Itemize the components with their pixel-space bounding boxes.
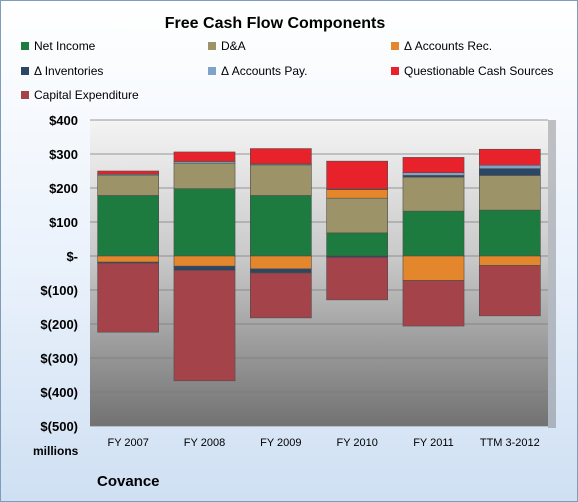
x-tick-label: FY 2008	[184, 437, 225, 449]
plot-area-shadow	[548, 120, 556, 428]
y-tick-label: $(400)	[40, 385, 78, 400]
legend-label: Δ Accounts Pay.	[221, 64, 308, 78]
bar-segment	[97, 195, 159, 257]
legend-item-accounts-rec: Δ Accounts Rec.	[391, 39, 492, 53]
bar-segment	[173, 162, 236, 189]
legend-swatch	[21, 42, 29, 50]
y-tick-label: $-	[66, 249, 78, 264]
bar-segment	[173, 255, 236, 267]
legend-label: D&A	[221, 39, 246, 53]
bar-segment	[250, 195, 312, 257]
bar-segment	[250, 255, 312, 270]
plot-area	[90, 120, 548, 426]
legend-label: Net Income	[34, 39, 96, 53]
x-tick-label: TTM 3-2012	[480, 437, 540, 449]
x-tick-label: FY 2009	[260, 437, 301, 449]
bar-segment	[402, 280, 465, 327]
bar-segment	[478, 164, 541, 169]
bar-segment	[402, 157, 465, 173]
bar-segment	[250, 148, 312, 165]
legend-label: Δ Inventories	[34, 64, 104, 78]
bar-segment	[250, 268, 312, 274]
chart-title: Free Cash Flow Components	[164, 15, 386, 32]
x-tick-label: FY 2010	[336, 437, 377, 449]
y-tick-label: $(500)	[40, 419, 78, 434]
bar-segment	[478, 175, 541, 211]
bar-segment	[173, 188, 236, 257]
bar-segment	[326, 257, 388, 301]
y-tick-label: $100	[49, 215, 78, 230]
x-tick-label: FY 2011	[413, 437, 454, 449]
y-tick-label: $(200)	[40, 317, 78, 332]
legend-swatch	[208, 42, 216, 50]
bar-segment	[97, 174, 159, 196]
legend-item-accounts-pay: Δ Accounts Pay.	[208, 64, 308, 78]
bar-segment	[250, 164, 312, 196]
bar-segment	[326, 232, 388, 257]
legend-item-d-and-a: D&A	[208, 39, 246, 53]
bar-segment	[402, 172, 465, 176]
bar-segment	[402, 176, 465, 212]
company-name: Covance	[97, 473, 160, 490]
legend-label: Δ Accounts Rec.	[404, 39, 493, 53]
bar-segment	[478, 265, 541, 317]
bar-segment	[326, 197, 388, 234]
y-tick-label: $200	[49, 181, 78, 196]
bar-segment	[326, 160, 388, 190]
y-tick-label: $300	[49, 147, 78, 162]
bar-segment	[478, 168, 541, 176]
legend-swatch	[21, 91, 29, 99]
bar-segment	[402, 255, 465, 281]
bar-segment	[478, 255, 541, 266]
bar-segment	[173, 151, 236, 162]
bar-segment	[478, 209, 541, 257]
bar-segment	[326, 189, 388, 199]
x-tick-label: FY 2007	[107, 437, 148, 449]
bar-segment	[97, 255, 159, 263]
y-tick-label: $400	[49, 113, 78, 128]
legend-swatch	[21, 67, 29, 75]
y-tick-label: $(300)	[40, 351, 78, 366]
legend-label: Questionable Cash Sources	[404, 64, 554, 78]
legend-swatch	[391, 42, 399, 50]
legend-item-capex: Capital Expenditure	[21, 88, 139, 102]
bar-segment	[97, 262, 159, 333]
legend-label: Capital Expenditure	[34, 88, 139, 102]
unit-label: millions	[33, 444, 79, 458]
bar-segment	[97, 170, 159, 175]
bar-segment	[173, 265, 236, 271]
legend-item-questionable-cash: Questionable Cash Sources	[391, 64, 553, 78]
bar-segment	[173, 269, 236, 382]
y-tick-label: $(100)	[40, 283, 78, 298]
bar-segment	[250, 272, 312, 319]
legend-item-net-income: Net Income	[21, 39, 95, 53]
bar-segment	[402, 210, 465, 257]
legend-swatch	[208, 67, 216, 75]
legend-item-inventories: Δ Inventories	[21, 64, 103, 78]
bar-segment	[478, 148, 541, 166]
legend-swatch	[391, 67, 399, 75]
